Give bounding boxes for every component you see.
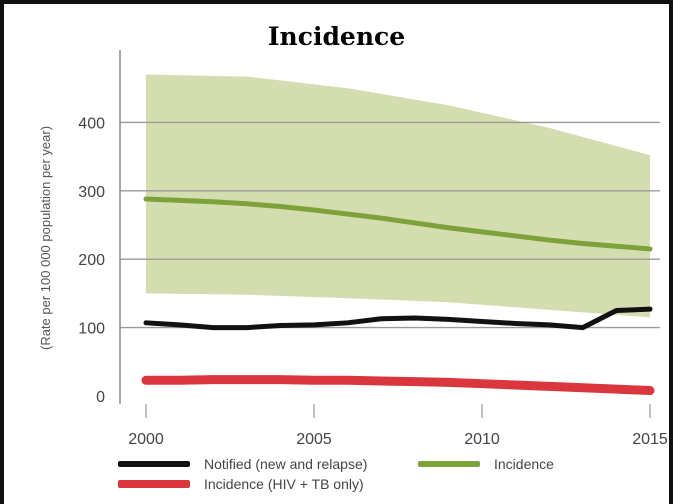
legend-label-notified: Notified (new and relapse): [204, 456, 368, 472]
legend-swatch-notified: [118, 461, 190, 467]
x-tick-label-2015: 2015: [632, 431, 668, 448]
x-tick-label-2005: 2005: [296, 431, 332, 448]
y-tick-label-300: 300: [78, 184, 105, 201]
series-line-1: [143, 306, 653, 331]
x-tick-label-2010: 2010: [464, 431, 500, 448]
y-tick-label-400: 400: [78, 115, 105, 132]
legend-label-hiv-tb: Incidence (HIV + TB only): [204, 476, 364, 492]
chart-title: Incidence: [267, 22, 406, 51]
legend-swatch-hiv-tb: [118, 480, 190, 488]
y-tick-label-0: 0: [96, 389, 105, 406]
legend-item-hiv-tb: Incidence (HIV + TB only): [118, 476, 364, 492]
x-tick-label-2000: 2000: [128, 431, 164, 448]
legend-swatch-incidence: [418, 461, 480, 467]
y-tick-label-200: 200: [78, 252, 105, 269]
y-axis-label: (Rate per 100 000 population per year): [38, 126, 53, 350]
series-layer: [141, 196, 655, 396]
axis-layer: [119, 50, 651, 418]
band-layer: [146, 74, 650, 318]
legend-item-notified: Notified (new and relapse): [118, 456, 367, 472]
incidence-uncertainty-band: [146, 74, 650, 318]
tick-layer: 0 100 200 300 400 2000 2005 2010 2015: [78, 115, 668, 448]
y-tick-label-100: 100: [78, 321, 105, 338]
chart-legend: Notified (new and relapse) Incidence Inc…: [118, 452, 658, 504]
series-line-2: [141, 375, 655, 396]
legend-item-incidence: Incidence: [418, 456, 554, 472]
legend-label-incidence: Incidence: [494, 456, 554, 472]
series-line-0: [143, 196, 653, 252]
